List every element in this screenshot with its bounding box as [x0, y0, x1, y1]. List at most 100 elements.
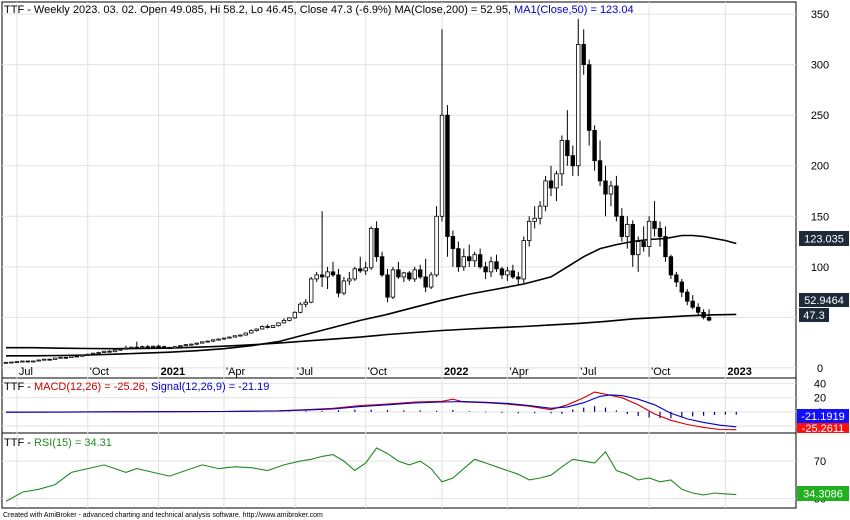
- candle: [543, 175, 548, 212]
- candle: [129, 346, 134, 350]
- candle-body-up: [527, 220, 532, 241]
- candle: [63, 356, 69, 359]
- x-tick-label: 'Oct: [368, 366, 387, 378]
- candle-body-up: [292, 311, 298, 319]
- candle: [25, 360, 30, 363]
- candle: [96, 351, 101, 354]
- candle: [510, 264, 516, 279]
- candle-body-down: [423, 276, 428, 288]
- candle-body-up: [85, 353, 90, 356]
- candle-body-up: [172, 346, 178, 349]
- candle: [85, 353, 90, 356]
- signal-badge-value: -21.1919: [801, 411, 844, 423]
- candle-body-up: [178, 345, 183, 348]
- candle-body-down: [690, 300, 695, 308]
- candle-body-up: [221, 337, 227, 340]
- candle: [221, 337, 227, 340]
- candle-body-up: [521, 240, 526, 280]
- candle: [319, 211, 325, 288]
- candle: [183, 344, 189, 347]
- candle: [417, 264, 423, 279]
- candle: [592, 125, 597, 171]
- rsi-badge: 34.3086: [797, 486, 849, 501]
- candle-body-down: [445, 114, 450, 237]
- candle-body-up: [52, 357, 58, 360]
- candle: [483, 261, 488, 279]
- ma50-badge-value: 123.035: [804, 234, 844, 246]
- candle-body-up: [36, 359, 41, 362]
- candle-body-up: [129, 346, 134, 349]
- candle-body-up: [232, 335, 238, 338]
- candle-body-up: [3, 361, 9, 364]
- candle: [548, 165, 554, 197]
- candle: [270, 325, 276, 328]
- candle-body-down: [25, 360, 30, 363]
- candle-body-down: [467, 256, 472, 262]
- candle: [9, 361, 14, 364]
- candle-body-down: [107, 350, 112, 353]
- candle-body-down: [663, 236, 668, 258]
- candle: [368, 226, 374, 270]
- candle: [341, 276, 347, 296]
- rsi-title-prefix: TTF -: [4, 437, 34, 449]
- candle: [597, 140, 603, 186]
- candle-body-down: [499, 268, 505, 276]
- rsi-title: TTF - RSI(15) = 34.31: [4, 437, 112, 449]
- price-y-tick-label: 200: [811, 161, 829, 173]
- candle: [434, 206, 439, 277]
- candle-body-down: [74, 355, 80, 358]
- candle: [521, 236, 526, 283]
- candle-body-up: [210, 339, 216, 342]
- candle-body-up: [243, 332, 248, 336]
- candle: [298, 302, 303, 314]
- candle-body-up: [363, 267, 368, 272]
- candle: [641, 226, 646, 252]
- candle-body-down: [358, 268, 363, 272]
- candle: [390, 266, 396, 300]
- macd-title-prefix: TTF -: [4, 381, 34, 393]
- candle-body-up: [199, 341, 205, 344]
- candle: [401, 271, 407, 282]
- candle-body-up: [205, 340, 210, 343]
- macd-title: TTF - MACD(12,26) = -25.26, Signal(12,26…: [4, 381, 269, 393]
- candle-body-down: [630, 223, 635, 256]
- candle: [657, 221, 663, 247]
- candle-body-down: [145, 346, 150, 349]
- candle: [167, 346, 172, 350]
- candle-body-up: [31, 360, 36, 363]
- x-tick-label: 'Jul: [580, 366, 596, 378]
- candle-body-down: [592, 129, 597, 162]
- ma50-badge: 123.035: [799, 231, 849, 246]
- price-y-tick-label: 100: [811, 262, 829, 274]
- candle: [347, 271, 352, 286]
- price-y-tick-label: 150: [811, 211, 829, 223]
- candle: [363, 261, 368, 275]
- candle-body-up: [254, 328, 259, 331]
- candle-body-up: [112, 349, 118, 353]
- candle-body-down: [706, 316, 712, 321]
- candle: [123, 345, 129, 350]
- candle-body-up: [91, 352, 96, 355]
- ma50-title: MA1(Close,50) = 123.04: [514, 4, 634, 16]
- price-chart-title: TTF - Weekly 2023. 03. 02. Open 49.085, …: [4, 4, 634, 16]
- candle-body-down: [417, 269, 423, 278]
- candle-body-up: [461, 256, 466, 268]
- candle-body-up: [428, 274, 434, 288]
- candle: [374, 221, 379, 262]
- candle-body-up: [439, 114, 445, 217]
- candle: [450, 230, 456, 267]
- candle: [281, 318, 287, 324]
- candle-body-up: [216, 338, 221, 341]
- candle: [161, 345, 167, 349]
- candle: [31, 360, 36, 363]
- candle: [69, 355, 74, 358]
- candle: [477, 248, 483, 269]
- signal-line: [5, 394, 737, 428]
- candle-body-up: [118, 348, 123, 351]
- candle: [358, 256, 363, 273]
- price-y-tick-label: 250: [811, 110, 829, 122]
- candle: [178, 345, 183, 348]
- candle-body-up: [96, 352, 101, 354]
- candle: [292, 311, 298, 319]
